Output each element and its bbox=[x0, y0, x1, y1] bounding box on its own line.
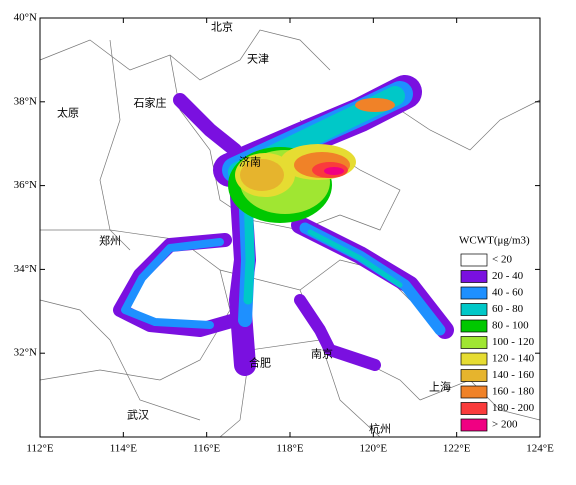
x-tick-label: 114°E bbox=[110, 443, 137, 455]
x-tick-label: 112°E bbox=[26, 443, 53, 455]
legend-swatch bbox=[460, 253, 488, 267]
city-label: 太原 bbox=[57, 107, 79, 120]
legend-swatch bbox=[460, 270, 488, 283]
legend-swatch bbox=[460, 303, 488, 316]
legend-title: WCWT(μg/m3) bbox=[459, 235, 530, 247]
legend-swatch bbox=[460, 352, 488, 366]
y-tick-label: 38°N bbox=[14, 95, 37, 107]
y-tick-label: 40°N bbox=[14, 12, 37, 24]
city-label: 武汉 bbox=[127, 409, 149, 422]
legend-label: > 200 bbox=[492, 419, 518, 431]
legend-swatch bbox=[460, 336, 488, 349]
city-label: 济南 bbox=[239, 155, 261, 169]
legend-swatch bbox=[460, 369, 488, 382]
legend-label: 140 - 160 bbox=[492, 369, 535, 381]
legend-label: 80 - 100 bbox=[492, 320, 529, 332]
legend-swatch bbox=[460, 418, 488, 432]
legend-label: 100 - 120 bbox=[492, 336, 535, 348]
legend-label: 120 - 140 bbox=[492, 353, 535, 365]
x-tick-label: 122°E bbox=[443, 443, 471, 455]
legend-label: 20 - 40 bbox=[492, 270, 524, 282]
city-label: 南京 bbox=[311, 347, 333, 361]
legend-label: 40 - 60 bbox=[492, 287, 524, 299]
city-label: 天津 bbox=[247, 53, 269, 66]
y-tick-label: 36°N bbox=[14, 179, 37, 191]
legend-label: < 20 bbox=[492, 254, 512, 266]
city-label: 郑州 bbox=[99, 234, 121, 248]
legend-label: 160 - 180 bbox=[492, 386, 535, 398]
legend-swatch bbox=[460, 402, 488, 415]
city-label: 杭州 bbox=[369, 422, 391, 436]
x-tick-label: 124°E bbox=[526, 443, 554, 455]
city-label: 上海 bbox=[429, 380, 451, 394]
y-tick-label: 32°N bbox=[14, 347, 37, 359]
legend-label: 60 - 80 bbox=[492, 303, 524, 315]
city-label: 北京 bbox=[211, 20, 233, 34]
legend-label: 180 - 200 bbox=[492, 402, 535, 414]
legend-swatch bbox=[460, 286, 488, 300]
concentration-field bbox=[113, 75, 454, 376]
legend-swatch bbox=[460, 385, 488, 399]
x-tick-label: 118°E bbox=[276, 443, 303, 455]
city-label: 合肥 bbox=[249, 356, 271, 370]
city-label: 石家庄 bbox=[134, 96, 167, 110]
legend-swatch bbox=[460, 319, 488, 333]
x-tick-label: 120°E bbox=[360, 443, 388, 455]
y-tick-label: 34°N bbox=[14, 263, 37, 275]
x-tick-label: 116°E bbox=[193, 443, 220, 455]
